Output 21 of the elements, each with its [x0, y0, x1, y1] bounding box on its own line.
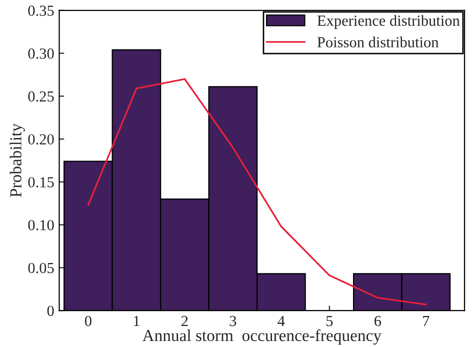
y-tick-label: 0.05 [28, 262, 54, 274]
x-tick-label: 3 [230, 316, 236, 326]
y-tick-label: 0.10 [28, 220, 54, 230]
x-tick-label: 5 [326, 316, 333, 326]
legend-label: Experience distribution [317, 15, 460, 29]
x-tick-label: 2 [182, 316, 188, 326]
y-axis-title: Probability [10, 124, 25, 198]
x-tick-label: 0 [84, 316, 92, 326]
y-tick-label: 0 [47, 306, 54, 316]
x-axis-title: Annual storm occurence-frequency [142, 329, 382, 345]
y-tick-label: 0.30 [28, 48, 54, 59]
x-tick-label: 1 [134, 316, 140, 326]
y-tick-label: 0.35 [28, 6, 54, 16]
y-tick-label: 0.25 [28, 91, 54, 102]
x-tick-label: 4 [278, 316, 285, 326]
line-series [87, 78, 427, 306]
legend-label: Poisson distribution [317, 36, 439, 48]
x-tick-label: 7 [423, 316, 430, 326]
x-tick-label: 6 [374, 316, 382, 326]
y-tick-label: 0.15 [28, 177, 54, 188]
y-tick-label: 0.20 [28, 134, 54, 145]
